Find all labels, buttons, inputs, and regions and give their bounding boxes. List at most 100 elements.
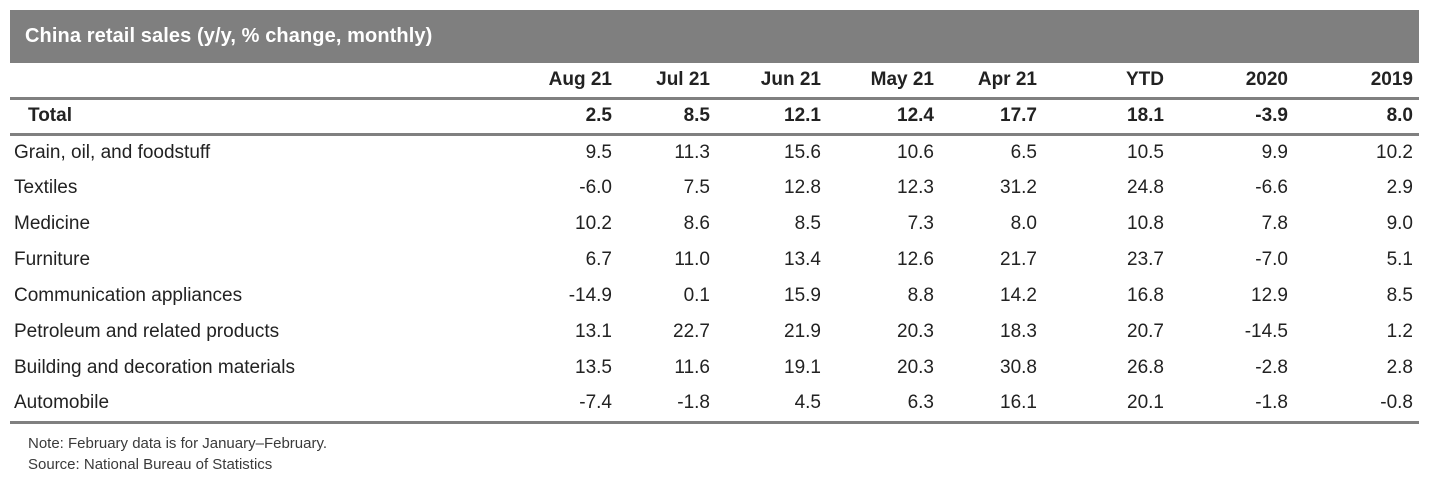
source-text: Source: National Bureau of Statistics <box>28 455 273 473</box>
row-label: Furniture <box>14 249 91 270</box>
cell-value: 10.5 <box>1127 141 1164 163</box>
cell-value: 10.8 <box>1127 213 1164 234</box>
cell-value: 26.8 <box>1127 357 1164 378</box>
cell-value: 9.9 <box>1261 141 1288 163</box>
column-header-jun-21: Jun 21 <box>712 63 823 100</box>
category-rows-section: Grain, oil, and foodstuff 9.5 11.3 15.6 10.6… <box>10 134 1419 424</box>
cell-value: 6.5 <box>1010 141 1037 163</box>
column-header-ytd: YTD <box>1039 63 1166 100</box>
table-title-bar: China retail sales (y/y, % change, month… <box>10 10 1419 63</box>
cell-value: 30.8 <box>1000 357 1037 378</box>
cell-value: -7.4 <box>494 386 614 424</box>
row-label: Grain, oil, and foodstuff <box>14 141 211 163</box>
cell-value: 19.1 <box>784 357 821 378</box>
cell-value: 11.3 <box>674 141 710 163</box>
cell-value: 8.5 <box>1386 285 1413 306</box>
table-row-total: Total 2.5 8.5 12.1 12.4 17.7 18.1 -3.9 8.0 <box>10 98 1419 136</box>
cell-value: 6.3 <box>823 386 936 424</box>
table-row-communication-appliances: Communication appliances -14.9 0.1 15.9 8.8 1… <box>10 278 1419 314</box>
footnotes: Note: February data is for January–Febru… <box>10 424 1419 475</box>
cell-value: 23.7 <box>1127 249 1164 270</box>
total-value-may-21: 12.4 <box>823 98 936 136</box>
cell-value: 12.6 <box>897 249 934 270</box>
total-value-2019: 8.0 <box>1290 98 1419 136</box>
row-label: Petroleum and related products <box>14 321 280 342</box>
row-label: Communication appliances <box>14 285 243 306</box>
cell-value: 22.7 <box>673 321 710 342</box>
cell-value: 13.4 <box>784 249 821 270</box>
total-value-2020: -3.9 <box>1166 98 1290 136</box>
retail-sales-table: Aug 21 Jul 21 Jun 21 May 21 Apr 21 YTD 2020 201… <box>10 63 1419 424</box>
column-header-2020: 2020 <box>1166 63 1290 100</box>
table-row-automobile: Automobile -7.4 -1.8 4.5 6.3 16.1 20.1 -1.8 -0.8 <box>10 386 1419 424</box>
row-label-total: Total <box>10 98 494 136</box>
note-text: Note: February data is for January–Febru… <box>28 434 328 452</box>
table-row-medicine: Medicine 10.2 8.6 8.5 7.3 8.0 10.8 7.8 9.0 <box>10 206 1419 242</box>
cell-value: 10.2 <box>1376 141 1413 163</box>
cell-value: 7.3 <box>907 213 934 234</box>
row-label: Textiles <box>14 177 78 198</box>
cell-value: -6.6 <box>1255 177 1288 198</box>
cell-value: 13.5 <box>575 357 612 378</box>
cell-value: 8.6 <box>683 213 710 234</box>
cell-value: -14.9 <box>568 285 612 306</box>
cell-value: 11.0 <box>674 249 710 270</box>
row-label: Automobile <box>10 386 494 424</box>
total-value-jun-21: 12.1 <box>712 98 823 136</box>
cell-value: 10.2 <box>575 213 612 234</box>
table-title: China retail sales (y/y, % change, month… <box>25 25 433 47</box>
column-header-may-21: May 21 <box>823 63 936 100</box>
cell-value: 13.1 <box>575 321 612 342</box>
cell-value: 12.9 <box>1251 285 1288 306</box>
column-header-jul-21: Jul 21 <box>614 63 712 100</box>
column-header-blank <box>10 63 494 100</box>
total-value-aug-21: 2.5 <box>494 98 614 136</box>
cell-value: 14.2 <box>1000 285 1037 306</box>
cell-value: -7.0 <box>1255 249 1288 270</box>
cell-value: 9.0 <box>1386 213 1413 234</box>
cell-value: 18.3 <box>1000 321 1037 342</box>
cell-value: 10.6 <box>897 141 934 163</box>
cell-value: 5.1 <box>1386 249 1413 270</box>
cell-value: 31.2 <box>1000 177 1037 198</box>
cell-value: 20.3 <box>897 357 934 378</box>
cell-value: 21.7 <box>1000 249 1037 270</box>
total-value-ytd: 18.1 <box>1039 98 1166 136</box>
column-header-row: Aug 21 Jul 21 Jun 21 May 21 Apr 21 YTD 2020 201… <box>10 63 1419 100</box>
cell-value: 8.5 <box>794 213 821 234</box>
cell-value: 15.6 <box>784 141 821 163</box>
column-header-aug-21: Aug 21 <box>494 63 614 100</box>
cell-value: 1.2 <box>1386 321 1413 342</box>
cell-value: 8.0 <box>1010 213 1037 234</box>
cell-value: 7.5 <box>683 177 710 198</box>
cell-value: 24.8 <box>1127 177 1164 198</box>
cell-value: 0.1 <box>683 285 710 306</box>
total-section: Total 2.5 8.5 12.1 12.4 17.7 18.1 -3.9 8.0 <box>10 98 1419 136</box>
cell-value: -1.8 <box>614 386 712 424</box>
cell-value: -6.0 <box>579 177 612 198</box>
cell-value: 2.9 <box>1386 177 1413 198</box>
cell-value: 20.1 <box>1039 386 1166 424</box>
table-row-textiles: Textiles -6.0 7.5 12.8 12.3 31.2 24.8 -6.6 2.9 <box>10 170 1419 206</box>
row-label: Building and decoration materials <box>14 357 295 378</box>
table-row-furniture: Furniture 6.7 11.0 13.4 12.6 21.7 23.7 -7.0 5.1 <box>10 242 1419 278</box>
cell-value: 6.7 <box>585 249 612 270</box>
cell-value: 16.1 <box>936 386 1039 424</box>
cell-value: -14.5 <box>1244 321 1288 342</box>
cell-value: 15.9 <box>784 285 821 306</box>
cell-value: 20.3 <box>897 321 934 342</box>
total-value-apr-21: 17.7 <box>936 98 1039 136</box>
cell-value: 12.3 <box>897 177 934 198</box>
cell-value: 11.6 <box>674 357 710 378</box>
cell-value: 4.5 <box>712 386 823 424</box>
table-row-grain-oil-and-foodstuff: Grain, oil, and foodstuff 9.5 11.3 15.6 10.6… <box>10 134 1419 170</box>
cell-value: -2.8 <box>1255 357 1288 378</box>
cell-value: 7.8 <box>1261 213 1288 234</box>
page: China retail sales (y/y, % change, month… <box>10 10 1419 475</box>
cell-value: 12.8 <box>784 177 821 198</box>
column-header-apr-21: Apr 21 <box>936 63 1039 100</box>
cell-value: -1.8 <box>1166 386 1290 424</box>
total-value-jul-21: 8.5 <box>614 98 712 136</box>
cell-value: 16.8 <box>1127 285 1164 306</box>
cell-value: 8.8 <box>907 285 934 306</box>
